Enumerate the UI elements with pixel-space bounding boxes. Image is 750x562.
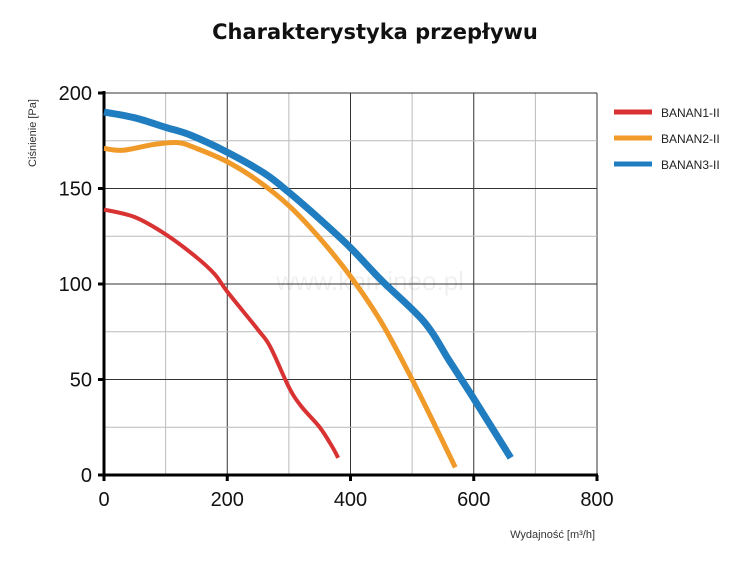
x-tick-label: 0 <box>98 489 109 511</box>
x-axis-label: Wydajność [m³/h] <box>510 529 595 541</box>
y-tick-label: 200 <box>59 83 92 105</box>
legend-label: BANAN2-II <box>661 132 720 146</box>
x-tick-label: 800 <box>580 489 613 511</box>
series-line-banan1-ii <box>103 207 340 459</box>
chart-title: Charakterystyka przepływu <box>212 20 538 44</box>
y-axis-label: Ciśnienie [Pa] <box>27 99 39 167</box>
x-tick-label: 400 <box>334 489 367 511</box>
legend-label: BANAN1-II <box>661 106 720 120</box>
y-tick-label: 100 <box>59 274 92 296</box>
x-tick-label: 200 <box>211 489 244 511</box>
y-tick-label: 50 <box>70 370 92 392</box>
y-tick-label: 0 <box>81 465 92 487</box>
legend-label: BANAN3-II <box>661 158 720 172</box>
y-tick-label: 150 <box>59 179 92 201</box>
series-line-banan3-ii <box>103 108 514 460</box>
x-tick-label: 600 <box>457 489 490 511</box>
series-line-banan2-ii <box>103 140 458 469</box>
